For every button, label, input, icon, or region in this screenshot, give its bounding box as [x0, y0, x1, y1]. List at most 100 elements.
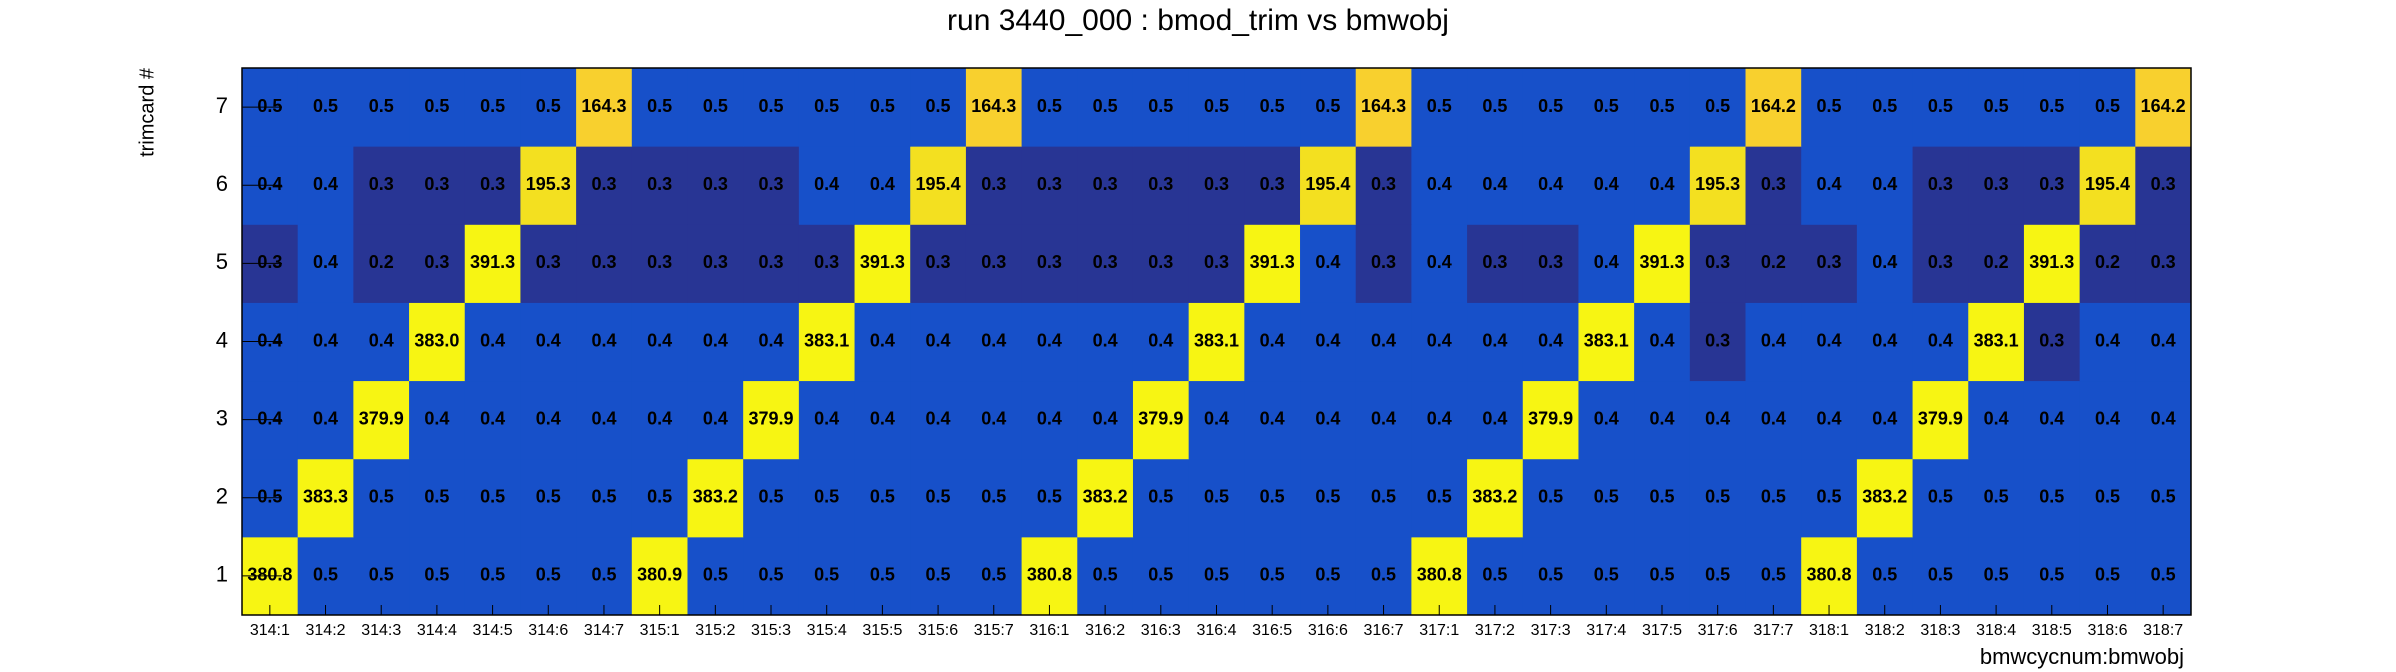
- cell-label: 0.5: [870, 96, 895, 116]
- heat-cell: [1244, 302, 1301, 382]
- cell-label: 0.3: [257, 252, 282, 272]
- heat-cell: [743, 380, 800, 460]
- heat-cell: [910, 302, 967, 382]
- heat-cell: [297, 458, 354, 538]
- heat-cell: [2079, 146, 2136, 225]
- cell-label: 383.1: [1584, 330, 1629, 350]
- heat-cell: [1801, 68, 1858, 147]
- heat-cell: [2079, 224, 2136, 303]
- x-tick-label: 315:1: [640, 622, 680, 639]
- cell-label: 0.3: [1371, 252, 1396, 272]
- cell-label: 0.5: [2039, 487, 2064, 507]
- cell-label: 0.4: [2151, 330, 2176, 350]
- cell-label: 0.4: [2039, 408, 2064, 428]
- cell-label: 379.9: [748, 408, 793, 428]
- cell-label: 0.3: [758, 174, 783, 194]
- cell-label: 0.5: [313, 96, 338, 116]
- heat-cell: [2023, 302, 2081, 382]
- cell-label: 0.5: [1371, 565, 1396, 585]
- heat-cell: [2023, 380, 2081, 460]
- heat-cell: [1188, 224, 1245, 303]
- heat-cell: [1578, 458, 1635, 538]
- cell-label: 0.4: [480, 330, 505, 350]
- heat-cell: [1300, 302, 1357, 382]
- cell-label: 379.9: [359, 408, 404, 428]
- heat-cell: [1745, 380, 1802, 460]
- cell-label: 0.3: [1538, 252, 1563, 272]
- heat-cell: [1968, 458, 2025, 538]
- heat-cell: [1689, 536, 1747, 616]
- heat-cell: [1411, 380, 1468, 460]
- heat-cell: [2079, 302, 2136, 382]
- heat-cell: [1689, 224, 1747, 303]
- heat-cell: [1411, 536, 1468, 616]
- heat-cell: [2079, 536, 2136, 616]
- heat-cell: [1300, 458, 1357, 538]
- cell-label: 0.3: [703, 252, 728, 272]
- heat-cell: [1132, 536, 1190, 616]
- heat-cell: [1132, 224, 1190, 303]
- heat-cell: [854, 68, 911, 147]
- cell-label: 0.3: [926, 252, 951, 272]
- heat-cell: [1912, 146, 1969, 225]
- cell-label: 0.3: [647, 174, 672, 194]
- heat-cell: [965, 380, 1023, 460]
- heat-cell: [464, 224, 521, 303]
- cell-label: 0.5: [1315, 565, 1340, 585]
- cell-label: 0.3: [1204, 252, 1229, 272]
- cell-label: 0.5: [369, 565, 394, 585]
- cell-label: 0.4: [1093, 408, 1118, 428]
- cell-label: 0.3: [1093, 174, 1118, 194]
- cell-label: 0.5: [1649, 487, 1674, 507]
- heat-cell: [297, 536, 354, 616]
- heat-cell: [1968, 302, 2025, 382]
- cell-label: 0.4: [480, 408, 505, 428]
- heat-cell: [1021, 536, 1078, 616]
- cell-label: 383.1: [804, 330, 849, 350]
- heat-cell: [1077, 146, 1134, 225]
- cell-label: 0.4: [870, 330, 895, 350]
- x-tick-label: 316:4: [1196, 622, 1236, 639]
- heat-cell: [1244, 224, 1301, 303]
- cell-label: 0.4: [1594, 252, 1619, 272]
- heat-cell: [965, 224, 1023, 303]
- cell-label: 0.5: [814, 96, 839, 116]
- cell-label: 0.4: [1538, 330, 1563, 350]
- heat-cell: [1411, 68, 1468, 147]
- cell-label: 0.4: [1705, 408, 1730, 428]
- cell-label: 380.8: [1027, 565, 1072, 585]
- heat-cell: [798, 458, 856, 538]
- heat-cell: [353, 536, 410, 616]
- y-tick-label: 2: [216, 484, 228, 509]
- heat-cell: [2135, 146, 2192, 225]
- cell-label: 164.2: [1751, 96, 1796, 116]
- heat-cell: [1522, 536, 1579, 616]
- cell-label: 0.5: [2095, 565, 2120, 585]
- cell-label: 0.4: [1761, 330, 1786, 350]
- cell-label: 0.5: [1594, 565, 1619, 585]
- heat-cell: [1467, 458, 1524, 538]
- cell-label: 0.5: [536, 565, 561, 585]
- heat-cell: [798, 224, 856, 303]
- heat-cell: [687, 458, 744, 538]
- cell-label: 391.3: [470, 252, 515, 272]
- heat-cell: [1021, 224, 1078, 303]
- heat-cell: [1689, 302, 1747, 382]
- heat-cell: [2023, 224, 2081, 303]
- cell-label: 0.5: [1928, 96, 1953, 116]
- cell-label: 0.3: [480, 174, 505, 194]
- heat-cell: [1355, 302, 1412, 382]
- cell-label: 164.3: [581, 96, 626, 116]
- cell-label: 0.4: [1204, 408, 1229, 428]
- heat-cell: [1021, 302, 1078, 382]
- cell-label: 0.4: [1427, 408, 1452, 428]
- cell-label: 0.5: [536, 487, 561, 507]
- cell-label: 0.5: [1148, 565, 1173, 585]
- cell-label: 0.3: [591, 252, 616, 272]
- heat-cell: [854, 224, 911, 303]
- cell-label: 0.5: [1538, 565, 1563, 585]
- heat-cell: [1244, 536, 1301, 616]
- cell-label: 0.4: [1872, 408, 1897, 428]
- x-tick-label: 315:4: [807, 622, 847, 639]
- heat-cell: [1021, 380, 1078, 460]
